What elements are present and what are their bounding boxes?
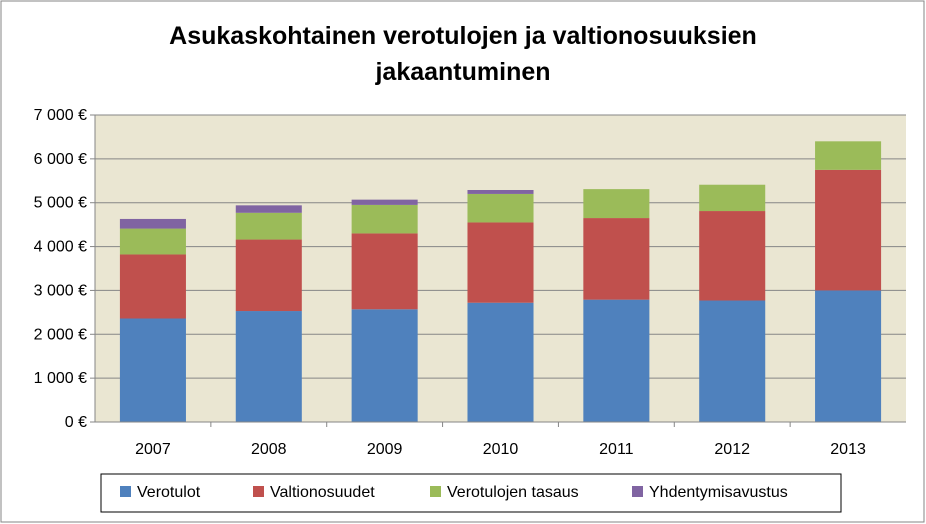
y-tick-label: 1 000 € — [34, 370, 87, 387]
chart-title-line-1: Asukaskohtainen verotulojen ja valtionos… — [169, 22, 757, 50]
legend: Verotulot Valtionosuudet Verotulojen tasau… — [100, 473, 842, 513]
y-tick-label: 5 000 € — [34, 195, 87, 212]
bar-segment — [235, 205, 302, 213]
bar-segment — [351, 199, 418, 205]
x-tick-label: 2011 — [599, 441, 634, 458]
bar-segment — [351, 309, 418, 422]
chart-title-line-2: jakaantuminen — [374, 58, 550, 86]
y-tick-label: 2 000 € — [34, 326, 87, 343]
bar-segment — [351, 233, 418, 310]
bar-segment — [583, 189, 650, 219]
bar-segment — [699, 184, 766, 212]
y-tick-label: 7 000 € — [34, 107, 87, 124]
bar-segment — [583, 299, 650, 422]
legend-label: Yhdentymisavustus — [649, 484, 788, 501]
bar-segment — [583, 218, 650, 300]
x-tick-label: 2009 — [367, 441, 403, 458]
legend-swatch — [430, 486, 441, 497]
bar-segment — [119, 318, 186, 422]
axes: 0 € 1 000 € 2 000 € 3 000 € 4 000 € 5 000 € 6 … — [34, 107, 906, 458]
y-tick-label: 0 € — [65, 414, 87, 431]
bar-segment — [235, 212, 302, 240]
bar-segment — [815, 141, 882, 170]
x-tick-label: 2008 — [251, 441, 287, 458]
legend-box — [100, 473, 842, 513]
bar-segment — [119, 254, 186, 319]
legend-label: Verotulot — [137, 484, 201, 501]
bar-segment — [467, 189, 534, 194]
legend-swatch — [632, 486, 643, 497]
bar-segment — [351, 204, 418, 234]
y-tick-label: 3 000 € — [34, 282, 87, 299]
bar-segment — [815, 290, 882, 422]
bar-segment — [699, 211, 766, 301]
bar-segment — [467, 222, 534, 303]
x-tick-label: 2012 — [714, 441, 750, 458]
bar-segment — [235, 239, 302, 312]
bar-segment — [815, 169, 882, 291]
y-tick-label: 6 000 € — [34, 151, 87, 168]
legend-label: Verotulojen tasaus — [447, 484, 579, 501]
legend-swatch — [253, 486, 264, 497]
legend-label: Valtionosuudet — [270, 484, 375, 501]
bars — [119, 141, 882, 422]
x-tick-label: 2010 — [483, 441, 519, 458]
y-tick-label: 4 000 € — [34, 239, 87, 256]
bar-segment — [119, 218, 186, 229]
bar-segment — [119, 228, 186, 255]
x-tick-label: 2013 — [830, 441, 866, 458]
x-tick-label: 2007 — [135, 441, 171, 458]
bar-segment — [467, 193, 534, 223]
bar-segment — [235, 311, 302, 422]
legend-swatch — [120, 486, 131, 497]
bar-segment — [467, 302, 534, 422]
bar-segment — [699, 300, 766, 422]
